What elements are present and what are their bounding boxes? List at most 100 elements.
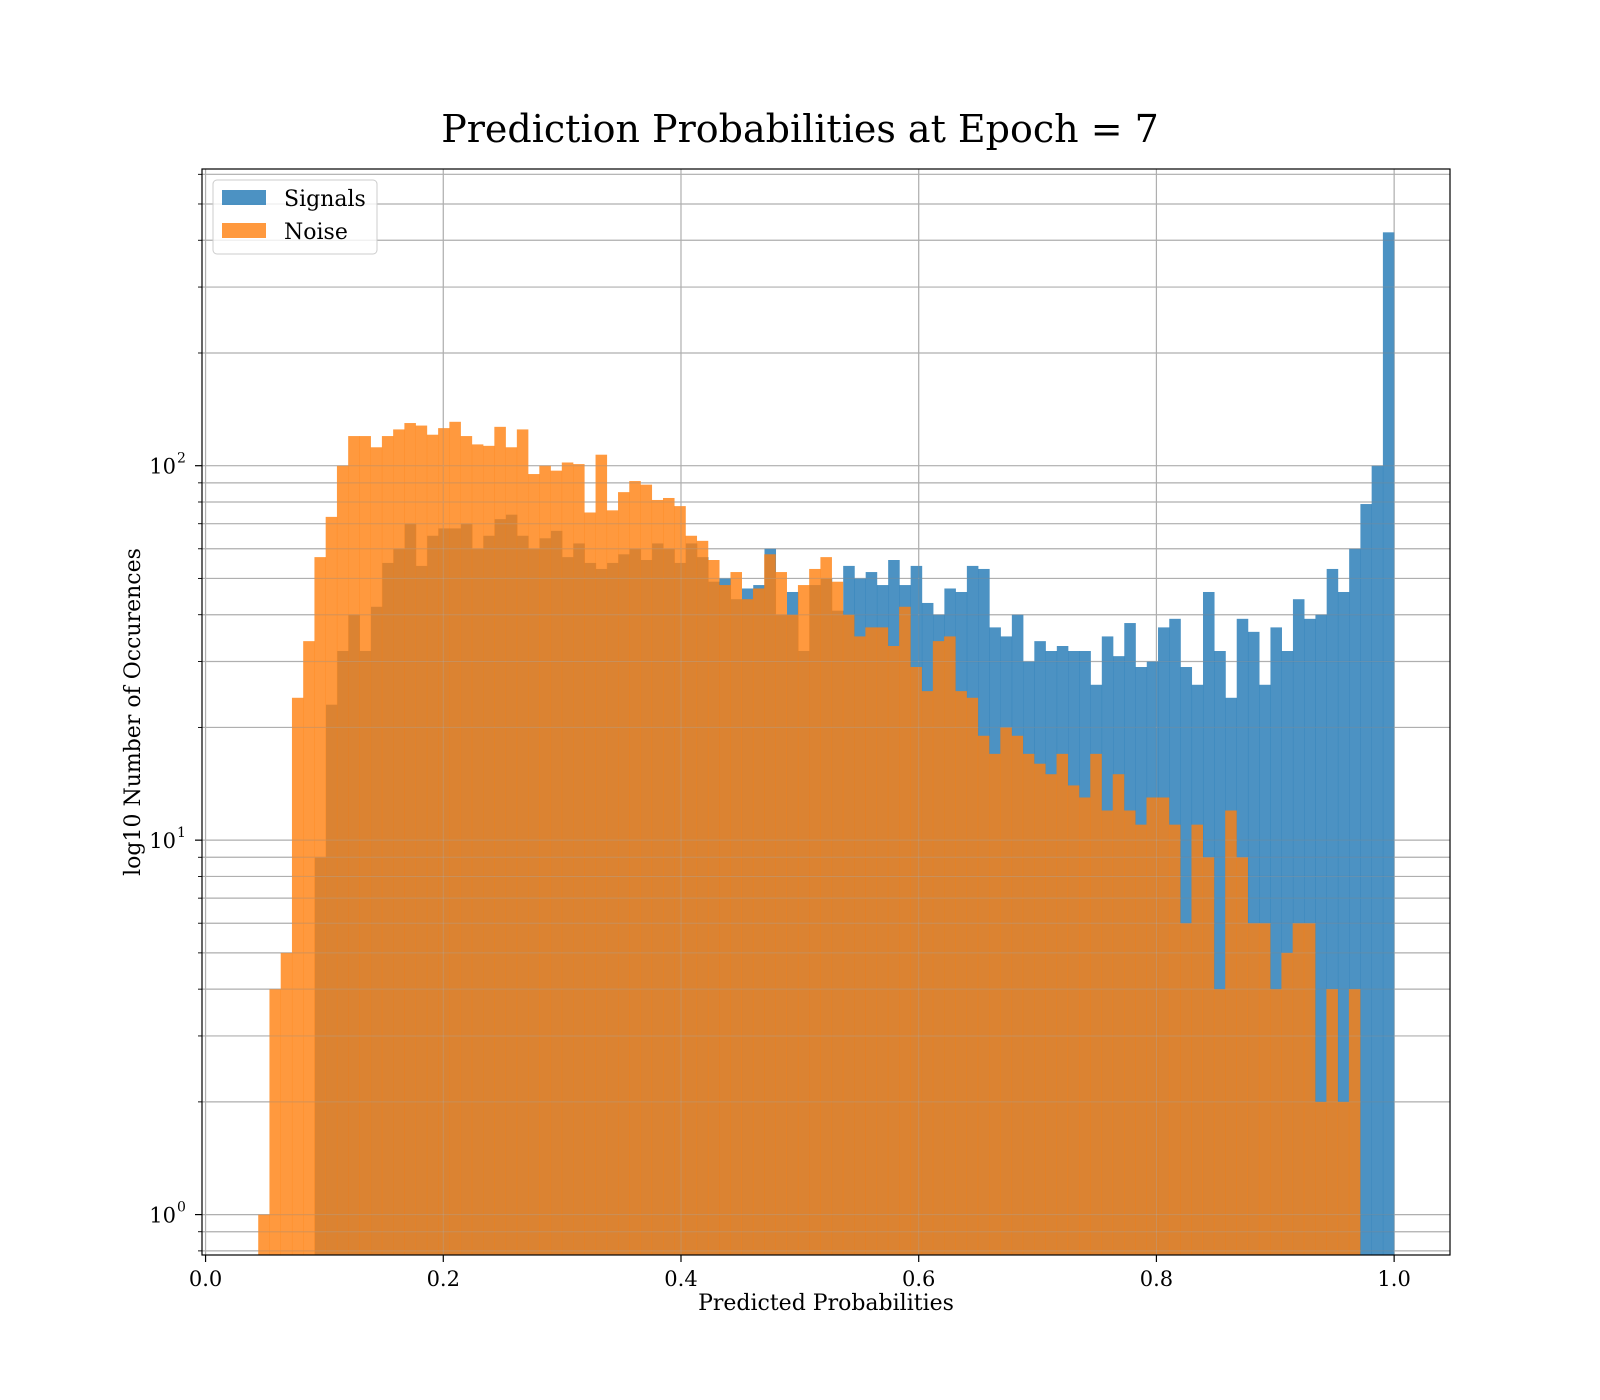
bar-noise xyxy=(707,560,720,1255)
bar-noise xyxy=(336,465,349,1256)
bar-noise xyxy=(887,646,900,1255)
bar-noise xyxy=(291,697,304,1255)
bar-noise xyxy=(1124,810,1136,1255)
bar-noise xyxy=(651,499,664,1256)
bar-noise xyxy=(528,474,540,1255)
bar-noise xyxy=(1348,989,1361,1255)
bar-noise xyxy=(1157,797,1170,1255)
series-noise xyxy=(258,421,1361,1256)
bar-noise xyxy=(1247,923,1260,1255)
bar-signals xyxy=(1337,591,1350,1255)
bar-noise xyxy=(1090,753,1102,1255)
bar-noise xyxy=(752,588,765,1255)
bar-noise xyxy=(1180,923,1192,1255)
bar-signals xyxy=(1349,548,1361,1255)
bar-noise xyxy=(359,436,371,1255)
bar-noise xyxy=(764,554,776,1255)
bar-noise xyxy=(1168,824,1181,1255)
bar-noise xyxy=(674,506,686,1255)
bar-noise xyxy=(494,426,506,1256)
bar-signals xyxy=(1326,568,1339,1255)
bar-noise xyxy=(1202,857,1215,1255)
bars-layer xyxy=(258,232,1395,1256)
bar-noise xyxy=(719,585,731,1255)
legend-label-noise: Noise xyxy=(284,220,348,245)
bar-noise xyxy=(1112,774,1125,1255)
bar-noise xyxy=(786,614,799,1255)
legend: Signals Noise xyxy=(212,179,378,255)
legend-swatch-noise xyxy=(222,223,266,238)
bar-signals xyxy=(1382,232,1395,1255)
bar-signals xyxy=(1270,627,1282,1255)
bar-noise xyxy=(303,641,315,1255)
bar-noise xyxy=(618,492,630,1255)
bar-noise xyxy=(1191,824,1203,1255)
bar-signals xyxy=(1315,614,1327,1255)
bar-noise xyxy=(966,697,979,1255)
y-tick-exponent: 2 xyxy=(177,451,186,467)
bar-noise xyxy=(842,614,855,1255)
x-axis-label: Predicted Probabilities xyxy=(698,1291,954,1316)
bar-noise xyxy=(1034,763,1046,1255)
bar-noise xyxy=(1000,727,1012,1255)
x-tick-label: 0.8 xyxy=(1140,1267,1173,1291)
bar-noise xyxy=(404,423,416,1255)
chart-title: Prediction Probabilities at Epoch = 7 xyxy=(441,107,1159,151)
x-axis: 0.0 0.2 0.4 0.6 0.8 1.0 xyxy=(189,1255,1411,1291)
y-tick-label: 10 xyxy=(149,455,176,479)
bar-noise xyxy=(1067,785,1080,1255)
bar-noise xyxy=(280,952,293,1255)
bar-noise xyxy=(696,540,709,1255)
bar-noise xyxy=(685,535,698,1255)
bar-noise xyxy=(325,516,338,1255)
bar-noise xyxy=(438,428,450,1255)
bar-noise xyxy=(1337,1101,1350,1255)
bar-noise xyxy=(932,641,945,1255)
bar-noise xyxy=(314,557,326,1255)
bar-noise xyxy=(370,447,383,1255)
bar-noise xyxy=(606,510,619,1256)
bar-noise xyxy=(989,753,1001,1255)
bar-noise xyxy=(640,484,653,1255)
bar-noise xyxy=(741,599,754,1255)
bar-noise xyxy=(269,989,281,1255)
bar-noise xyxy=(573,464,585,1256)
bar-noise xyxy=(561,462,574,1255)
bar-noise xyxy=(1146,797,1159,1255)
bar-noise xyxy=(258,1214,270,1255)
bar-noise xyxy=(1292,923,1305,1255)
bar-noise xyxy=(1101,810,1114,1255)
bar-noise xyxy=(1326,989,1338,1255)
x-tick-label: 0.2 xyxy=(427,1267,460,1291)
bar-noise xyxy=(393,429,405,1255)
bar-noise xyxy=(539,465,551,1256)
bar-noise xyxy=(1213,989,1226,1255)
bar-noise xyxy=(1045,774,1057,1255)
y-tick-label: 10 xyxy=(149,829,176,853)
bar-noise xyxy=(955,691,967,1255)
bar-noise xyxy=(854,636,866,1255)
bar-noise xyxy=(1011,735,1024,1255)
bar-noise xyxy=(1270,989,1282,1255)
x-tick-label: 0.6 xyxy=(902,1267,935,1291)
y-tick-exponent: 1 xyxy=(177,825,186,841)
bar-noise xyxy=(1315,1101,1327,1255)
bar-noise xyxy=(1281,952,1293,1255)
bar-noise xyxy=(1079,797,1091,1255)
bar-noise xyxy=(595,454,608,1255)
bar-noise xyxy=(1135,824,1147,1255)
x-tick-label: 0.4 xyxy=(664,1267,697,1291)
bar-noise xyxy=(921,691,934,1255)
bar-noise xyxy=(415,425,428,1255)
bar-noise xyxy=(1022,753,1035,1255)
bar-noise xyxy=(1303,923,1316,1255)
plot-frame xyxy=(201,168,1451,1256)
bar-noise xyxy=(505,447,518,1255)
y-tick-exponent: 0 xyxy=(177,1200,186,1216)
bar-noise xyxy=(483,445,495,1256)
bar-noise xyxy=(663,497,675,1256)
bar-noise xyxy=(584,512,596,1255)
bar-noise xyxy=(471,444,484,1255)
